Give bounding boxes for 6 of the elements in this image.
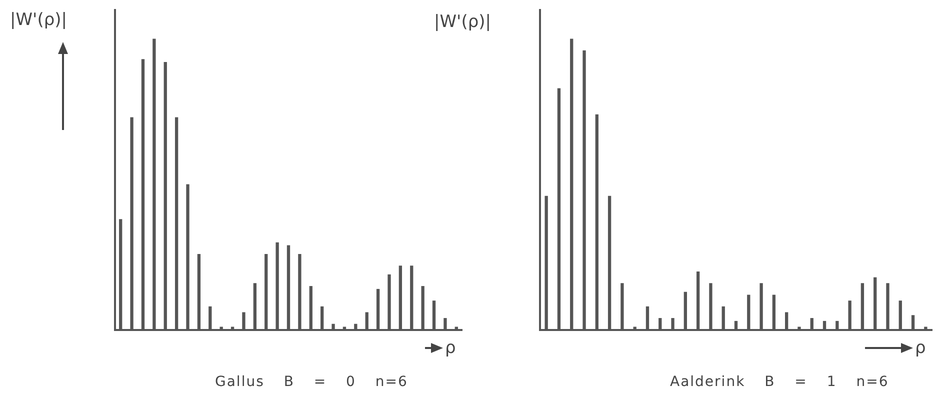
text: Aalderink B = 1 n=6 bbox=[670, 374, 889, 390]
y-axis-title: |W'(ρ)| bbox=[10, 10, 67, 30]
text: Gallus B = 0 n=6 bbox=[215, 374, 408, 390]
y-axis-title: |W'(ρ)| bbox=[434, 12, 491, 32]
x-axis-title: ρ bbox=[915, 338, 926, 358]
x-axis-title: ρ bbox=[445, 338, 456, 358]
